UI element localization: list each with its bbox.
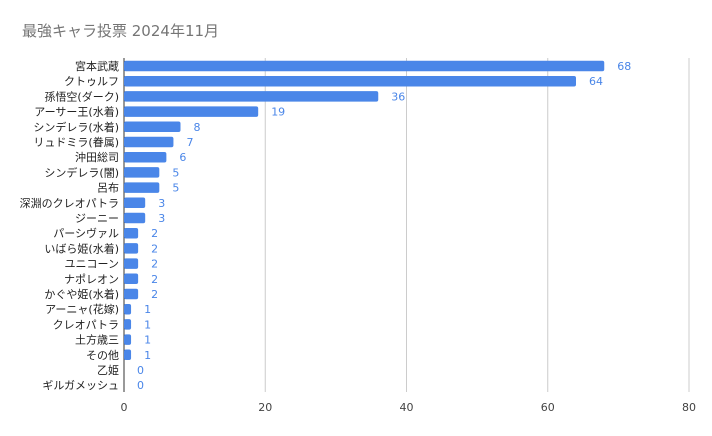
x-tick-label: 0 bbox=[121, 401, 128, 414]
bar bbox=[124, 212, 146, 224]
data-label: 68 bbox=[617, 60, 631, 73]
x-tick-label: 40 bbox=[400, 401, 414, 414]
bar bbox=[124, 334, 132, 345]
category-label: ギルガメッシュ bbox=[42, 379, 119, 392]
bar bbox=[124, 197, 146, 209]
bar bbox=[124, 273, 139, 285]
category-label: 孫悟空(ダーク) bbox=[44, 89, 119, 103]
bar bbox=[124, 349, 132, 361]
bar bbox=[124, 182, 160, 193]
category-label: アーサー王(水着) bbox=[34, 105, 119, 119]
data-label: 8 bbox=[194, 121, 201, 134]
data-label: 1 bbox=[144, 318, 151, 331]
data-label: 2 bbox=[151, 273, 158, 286]
data-label: 1 bbox=[144, 303, 151, 316]
bar bbox=[124, 60, 605, 72]
category-label: その他 bbox=[86, 349, 119, 362]
bar bbox=[124, 167, 160, 178]
category-label: アーニャ(花嫁) bbox=[45, 302, 119, 316]
category-label: クトゥルフ bbox=[64, 75, 119, 88]
x-tick-label: 20 bbox=[258, 401, 272, 414]
data-label: 3 bbox=[158, 212, 165, 225]
category-label: 乙姫 bbox=[97, 363, 119, 377]
data-label: 19 bbox=[271, 106, 285, 119]
data-label: 64 bbox=[589, 75, 603, 88]
data-label: 1 bbox=[144, 334, 151, 347]
chart-title: 最強キャラ投票 2024年11月 bbox=[22, 22, 220, 40]
category-label: ユニコーン bbox=[65, 258, 119, 271]
data-label: 7 bbox=[186, 136, 193, 149]
x-tick-label: 60 bbox=[541, 401, 555, 414]
bar bbox=[124, 106, 259, 117]
bar bbox=[124, 91, 379, 102]
data-label: 2 bbox=[151, 227, 158, 240]
category-label: かぐや姫(水着) bbox=[44, 287, 119, 301]
category-label: いばら姫(水着) bbox=[44, 241, 119, 255]
data-label: 6 bbox=[179, 151, 186, 164]
category-label: 深淵のクレオパトラ bbox=[20, 197, 119, 210]
data-label: 0 bbox=[137, 364, 144, 377]
bar bbox=[124, 258, 139, 269]
data-label: 1 bbox=[144, 349, 151, 362]
bar bbox=[124, 151, 167, 163]
category-label: 沖田総司 bbox=[75, 150, 119, 164]
category-label: 呂布 bbox=[97, 182, 119, 195]
bar bbox=[124, 303, 132, 315]
data-label: 2 bbox=[151, 242, 158, 255]
data-label: 5 bbox=[172, 182, 179, 195]
bar bbox=[124, 288, 139, 300]
category-label: シンデレラ(水着) bbox=[33, 120, 119, 134]
bar bbox=[124, 136, 174, 148]
category-label: シンデレラ(闇) bbox=[44, 165, 119, 179]
category-label: 宮本武蔵 bbox=[75, 59, 119, 73]
data-label: 3 bbox=[158, 197, 165, 210]
category-label: ジーニー bbox=[75, 212, 119, 225]
category-label: 土方歳三 bbox=[75, 333, 119, 347]
data-label: 36 bbox=[391, 90, 405, 103]
category-label: パーシヴァル bbox=[53, 226, 119, 240]
bars bbox=[124, 60, 605, 361]
bar bbox=[124, 75, 576, 87]
data-label: 0 bbox=[137, 379, 144, 392]
bar bbox=[124, 227, 139, 239]
bar bbox=[124, 319, 132, 330]
bar bbox=[124, 121, 181, 133]
category-label: リュドミラ(眷属) bbox=[33, 136, 119, 149]
category-label: ナポレオン bbox=[64, 273, 119, 286]
category-label: クレオパトラ bbox=[53, 318, 119, 331]
x-tick-label: 80 bbox=[682, 401, 696, 414]
bar bbox=[124, 243, 139, 254]
data-label: 2 bbox=[151, 258, 158, 271]
x-axis-ticks: 0 20 40 60 80 bbox=[121, 401, 697, 414]
data-label: 2 bbox=[151, 288, 158, 301]
data-label: 5 bbox=[172, 166, 179, 179]
